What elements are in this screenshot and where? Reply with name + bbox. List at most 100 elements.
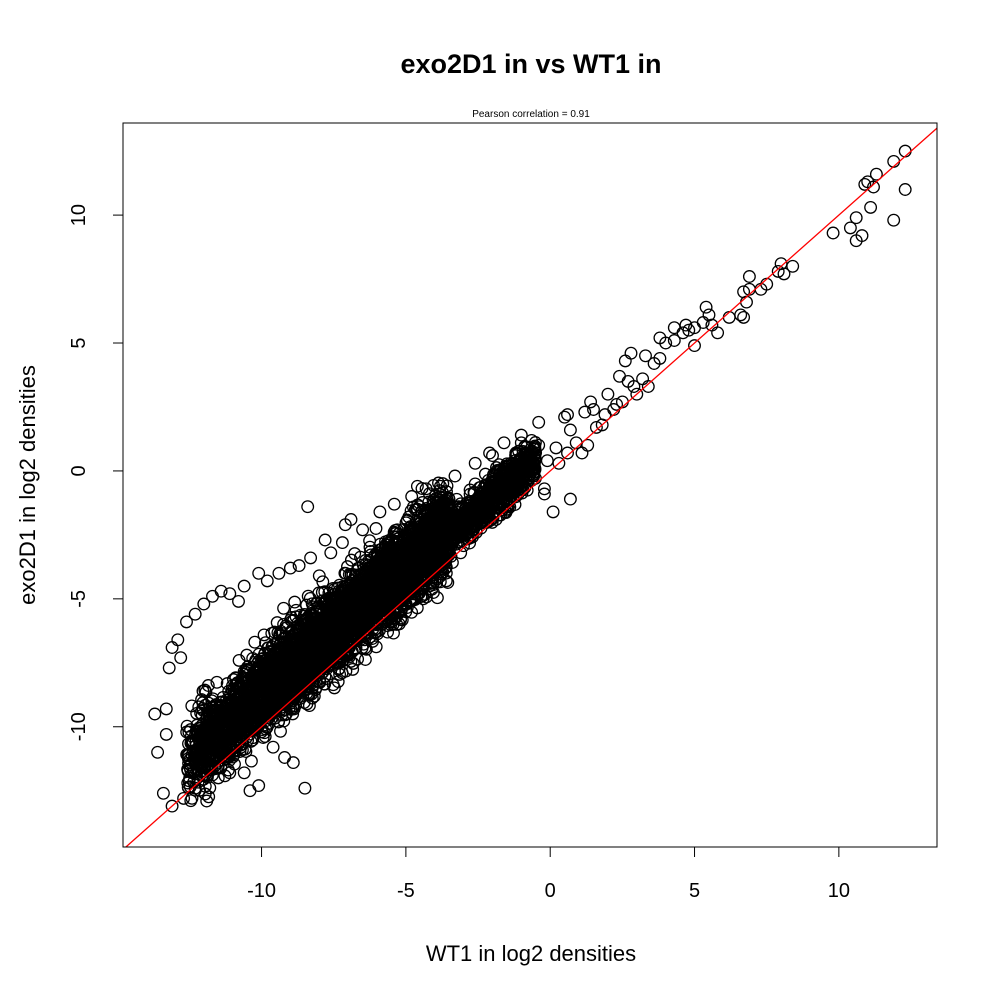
scatter-point	[269, 678, 283, 692]
scatter-point	[474, 490, 488, 503]
scatter-point	[318, 533, 332, 547]
scatter-point	[521, 471, 535, 485]
scatter-point	[262, 653, 276, 667]
scatter-point	[318, 630, 331, 644]
scatter-point	[331, 628, 345, 642]
scatter-point	[250, 700, 264, 713]
scatter-point	[205, 761, 218, 775]
scatter-point	[482, 503, 496, 517]
scatter-point	[898, 183, 912, 196]
scatter-point	[288, 595, 302, 609]
scatter-point	[233, 697, 247, 711]
chart-subtitle: Pearson correlation = 0.91	[472, 109, 590, 120]
scatter-point	[418, 555, 432, 569]
scatter-point	[295, 638, 308, 651]
scatter-point	[151, 745, 165, 759]
scatter-point	[858, 177, 872, 191]
scatter-point	[237, 701, 251, 715]
scatter-point	[369, 522, 383, 535]
scatter-point	[255, 683, 269, 697]
scatter-point	[290, 649, 304, 663]
x-axis-label: WT1 in log2 densities	[426, 941, 636, 966]
scatter-point	[382, 538, 396, 552]
scatter-point	[561, 446, 574, 460]
scatter-point	[459, 502, 473, 515]
scatter-point	[898, 144, 912, 158]
scatter-point	[316, 615, 330, 629]
scatter-point	[491, 488, 505, 502]
scatter-point	[234, 740, 248, 754]
scatter-point	[234, 683, 248, 697]
scatter-point	[331, 636, 345, 650]
scatter-point	[329, 634, 343, 648]
scatter-point	[774, 257, 788, 271]
scatter-point	[249, 673, 263, 687]
scatter-point	[286, 756, 300, 770]
scatter-point	[601, 387, 615, 401]
scatter-point	[252, 779, 266, 793]
scatter-point	[358, 641, 372, 655]
scatter-point	[702, 308, 716, 322]
scatter-point	[473, 517, 487, 530]
scatter-point	[405, 490, 419, 503]
scatter-point	[195, 737, 209, 751]
scatter-point	[188, 607, 202, 621]
scatter-point	[296, 640, 310, 654]
scatter-point	[688, 321, 701, 335]
scatter-point	[433, 490, 447, 504]
scatter-point	[200, 794, 214, 808]
scatter-point	[864, 200, 878, 214]
scatter-point	[213, 731, 227, 745]
scatter-point	[537, 487, 551, 501]
scatter-point	[869, 167, 883, 181]
scatter-point	[285, 614, 299, 628]
scatter-point	[357, 562, 371, 576]
scatter-point	[278, 751, 292, 764]
scatter-point	[352, 568, 366, 582]
scatter-point	[239, 663, 253, 676]
scatter-point	[321, 604, 335, 618]
scatter-point	[333, 610, 346, 624]
scatter-point	[393, 571, 407, 585]
scatter-point	[440, 479, 454, 493]
scatter-point	[342, 568, 356, 581]
scatter-point	[329, 607, 343, 621]
scatter-point	[861, 175, 875, 189]
scatter-point	[297, 696, 311, 709]
scatter-point	[563, 492, 577, 506]
scatter-point	[346, 662, 360, 676]
scatter-point	[372, 584, 386, 598]
scatter-point	[291, 675, 305, 688]
scatter-point	[200, 770, 214, 784]
scatter-point	[563, 423, 577, 437]
scatter-point	[287, 688, 301, 702]
scatter-point	[215, 706, 229, 720]
scatter-point	[288, 666, 302, 680]
scatter-point	[159, 727, 173, 741]
scatter-point	[537, 482, 551, 496]
scatter-point	[283, 561, 297, 575]
scatter-point	[381, 567, 395, 581]
scatter-point	[258, 667, 272, 681]
scatter-point	[380, 619, 394, 633]
scatter-point	[399, 568, 413, 582]
scatter-point	[887, 213, 901, 227]
y-axis-label: exo2D1 in log2 densities	[15, 365, 40, 605]
scatter-point	[232, 594, 245, 608]
scatter-point	[546, 505, 560, 519]
scatter-point	[335, 536, 349, 550]
scatter-point	[342, 616, 356, 630]
scatter-point	[454, 546, 468, 560]
scatter-point	[223, 766, 237, 780]
scatter-point	[243, 784, 257, 798]
scatter-point	[849, 234, 863, 248]
scatter-point	[849, 211, 863, 225]
scatter-point	[307, 689, 321, 703]
scatter-point	[386, 602, 400, 616]
scatter-point	[734, 308, 748, 322]
points-layer	[148, 144, 912, 813]
scatter-point	[273, 674, 287, 688]
scatter-point	[309, 654, 323, 668]
scatter-point	[388, 558, 402, 572]
scatter-point	[409, 565, 423, 579]
